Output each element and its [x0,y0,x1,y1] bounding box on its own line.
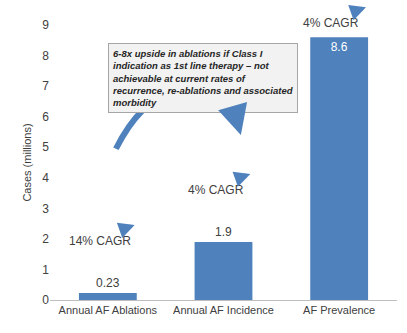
svg-text:AF Prevalence: AF Prevalence [303,304,375,316]
svg-text:8.6: 8.6 [331,40,348,54]
svg-text:0.23: 0.23 [96,276,120,290]
svg-text:4: 4 [42,171,49,185]
svg-text:6: 6 [42,110,49,124]
svg-text:4% CAGR: 4% CAGR [188,183,244,197]
svg-text:14% CAGR: 14% CAGR [69,234,131,248]
svg-text:2: 2 [42,232,49,246]
svg-text:7: 7 [42,79,49,93]
svg-text:8: 8 [42,49,49,63]
svg-text:9: 9 [42,18,49,32]
svg-text:4% CAGR: 4% CAGR [303,16,359,30]
svg-text:3: 3 [42,202,49,216]
svg-text:0: 0 [42,293,49,307]
svg-text:5: 5 [42,140,49,154]
svg-text:Cases (millions): Cases (millions) [21,123,33,201]
svg-text:6-8x upside in ablations if Cl: 6-8x upside in ablations if Class Iindic… [113,48,293,108]
svg-text:Annual AF Incidence: Annual AF Incidence [173,304,274,316]
svg-text:Annual AF Ablations: Annual AF Ablations [59,304,158,316]
svg-text:1: 1 [42,263,49,277]
svg-text:1.9: 1.9 [215,225,232,239]
